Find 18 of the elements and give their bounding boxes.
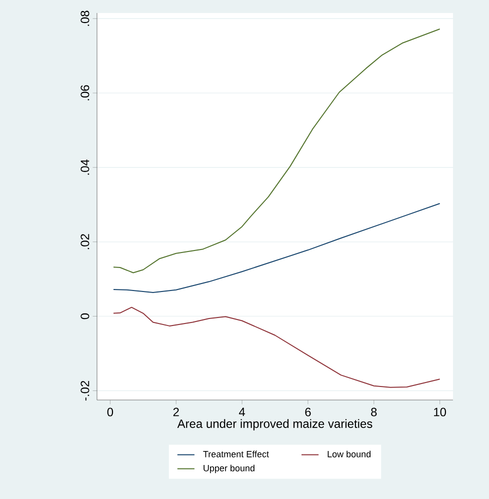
x-tick-label: 0 (107, 408, 114, 416)
x-tick-label: 6 (305, 408, 311, 416)
x-tick-label: 10 (434, 408, 446, 416)
x-tick-label: 4 (238, 408, 246, 416)
legend-label: Low bound (328, 450, 370, 458)
legend-label: Treatment Effect (203, 450, 269, 458)
y-tick-label: 0 (80, 313, 90, 320)
x-tick-label: 2 (173, 408, 179, 416)
x-tick-label: 8 (371, 408, 377, 416)
y-tick-label: .06 (80, 85, 90, 100)
y-tick-label: .08 (80, 10, 90, 26)
y-tick-label: -.02 (80, 380, 90, 400)
y-tick-label: .04 (80, 159, 90, 175)
legend-label: Upper bound (204, 464, 254, 474)
line-series (112, 306, 440, 388)
x-axis-title: Area under improved maize varieties (177, 419, 372, 430)
line-series (112, 28, 440, 274)
y-tick-label: .02 (80, 234, 90, 250)
